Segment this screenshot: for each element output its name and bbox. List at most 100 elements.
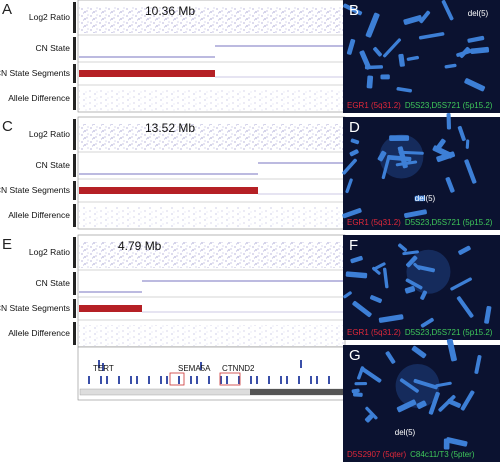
annotation: del(5) <box>468 9 489 18</box>
track-label: CN State <box>36 43 71 53</box>
panel-letter: A <box>2 1 12 18</box>
chromosome <box>420 290 428 300</box>
track-tick <box>73 2 76 33</box>
gene-bar <box>100 376 102 384</box>
track-label: CN State Segments <box>0 68 70 78</box>
chromosome <box>352 300 372 318</box>
gene-label: SEMA5A <box>178 364 211 373</box>
track-label: Allele Difference <box>8 93 70 103</box>
cn-segment <box>79 70 215 77</box>
log2-scatter <box>79 7 344 33</box>
chromosome <box>345 271 368 279</box>
chromosome <box>484 305 492 324</box>
gene-highlight <box>219 372 241 386</box>
probe-red: EGR1 (5q31.2) <box>347 328 401 337</box>
annotation: del(5) <box>395 428 416 437</box>
chromosome <box>404 285 416 294</box>
probe-caption: EGR1 (5q31.2) D5S23,D5S721 (5p15.2) <box>347 328 493 337</box>
gene-bar <box>196 376 198 384</box>
probe-green: D5S23,D5S721 (5p15.2) <box>405 328 493 337</box>
chromosome <box>417 265 436 273</box>
chromosome <box>446 113 452 130</box>
deletion-size: 13.52 Mb <box>145 121 195 135</box>
gene-bar <box>130 376 132 384</box>
chromosome <box>418 32 445 40</box>
track-tick <box>73 181 76 200</box>
chromosome <box>446 338 457 362</box>
cn-segment <box>79 187 258 194</box>
gene-bar <box>106 376 108 384</box>
chromosome <box>420 317 434 328</box>
chromosome <box>381 155 391 180</box>
track-tick <box>73 237 76 268</box>
chromosome <box>359 50 372 70</box>
track-label: Allele Difference <box>8 210 70 220</box>
allele-scatter <box>79 325 344 346</box>
gene-bar <box>208 376 210 384</box>
panel-letter: C <box>2 118 13 135</box>
chromosome <box>464 78 486 92</box>
gene-bar <box>160 376 162 384</box>
chromosome <box>350 255 363 264</box>
chromosome <box>474 354 482 374</box>
chromosome <box>349 149 359 157</box>
chromosome <box>351 388 360 394</box>
chromosome <box>398 53 405 67</box>
gene-bar <box>268 376 270 384</box>
gene-bar <box>136 376 138 384</box>
chromosome <box>369 295 382 304</box>
panel-letter: B <box>349 2 359 19</box>
chromosome <box>406 55 420 61</box>
panel-letter: F <box>349 237 358 254</box>
chromosome <box>450 277 472 291</box>
probe-red: EGR1 (5q31.2) <box>347 218 401 227</box>
probe-red: EGR1 (5q31.2) <box>347 101 401 110</box>
probe-green: D5S23,D5S721 (5p15.2) <box>405 101 493 110</box>
chromosome <box>343 291 352 299</box>
gene-bar <box>190 376 192 384</box>
gene-bar <box>118 376 120 384</box>
chromosome <box>398 243 408 252</box>
chromosome <box>365 406 378 420</box>
deletion-size: 10.36 Mb <box>145 4 195 18</box>
chromosome <box>398 150 424 155</box>
track-tick <box>73 272 76 295</box>
chromosome <box>372 262 386 271</box>
chromosome <box>342 158 357 175</box>
chromosome <box>435 381 452 388</box>
probe-caption: EGR1 (5q31.2) D5S23,D5S721 (5p15.2) <box>347 101 493 110</box>
chromosome <box>465 139 470 149</box>
gene-label: TERT <box>93 364 114 373</box>
chromosome <box>456 296 474 318</box>
chromosome <box>342 208 362 219</box>
chromosome <box>411 345 427 359</box>
track-tick <box>73 37 76 60</box>
chromosome <box>350 138 360 145</box>
panel-letter: D <box>349 119 360 136</box>
chromosome <box>383 38 401 58</box>
chromosome <box>467 35 485 43</box>
chromosome <box>360 366 382 383</box>
chromosome <box>345 178 353 194</box>
log2-scatter <box>79 124 344 150</box>
gene-bar <box>102 363 104 371</box>
gene-label: CTNND2 <box>222 364 255 373</box>
track-label: Allele Difference <box>8 328 70 338</box>
chromosome <box>364 414 374 423</box>
chromosome <box>457 125 466 142</box>
annotation: del(5) <box>415 194 436 203</box>
panel-letter: E <box>2 236 12 253</box>
chromosome <box>460 390 475 411</box>
gene-highlight <box>169 372 185 386</box>
track-tick <box>73 322 76 345</box>
gene-bar <box>298 376 300 384</box>
chromosome <box>396 399 417 413</box>
chromosome <box>414 195 426 202</box>
chromosome <box>382 267 389 289</box>
gene-bar <box>148 376 150 384</box>
track-tick <box>73 299 76 318</box>
gene-bar <box>98 360 100 368</box>
chromosome <box>377 150 387 162</box>
allele-scatter <box>79 207 344 228</box>
